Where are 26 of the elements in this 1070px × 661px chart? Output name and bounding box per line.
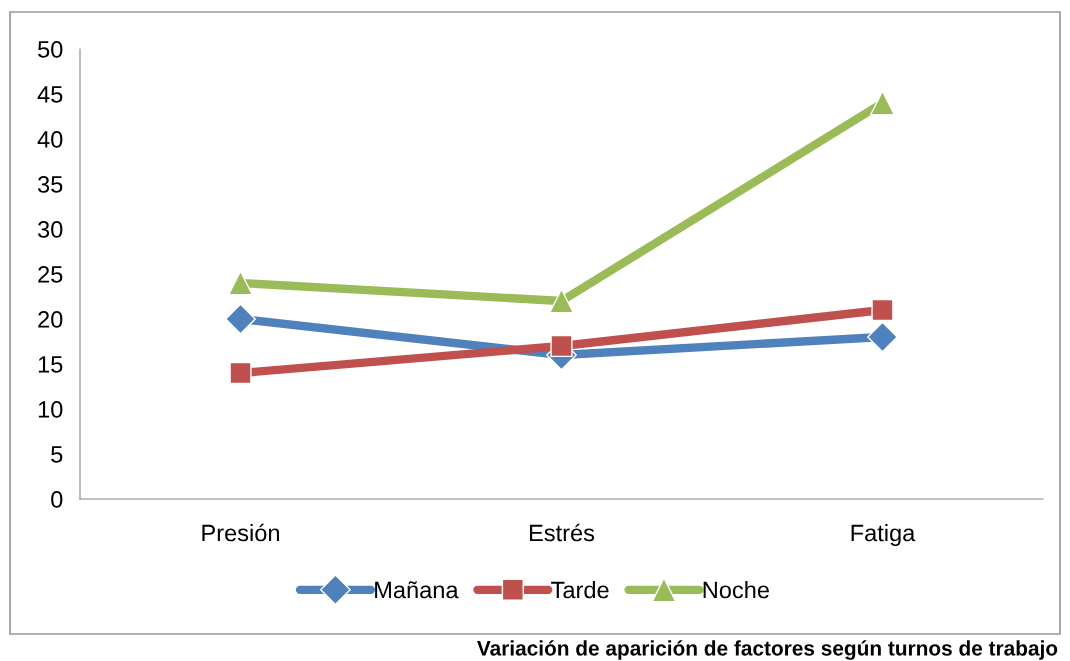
point	[548, 288, 575, 314]
y-tick-label: 50	[38, 41, 63, 58]
point	[871, 298, 894, 322]
text: Variación de aparición de factores según turnos de trabajo	[477, 640, 1058, 660]
y-tick-label: 25	[38, 266, 63, 283]
y-tick-label: 30	[37, 221, 63, 238]
x-tick-label: Presión	[202, 523, 279, 542]
y-tick-label: 35	[37, 176, 63, 193]
y-tick-label: 10	[38, 401, 63, 418]
point	[227, 270, 254, 296]
y-tick-label: 20	[38, 311, 63, 328]
legend-label: Tarde	[551, 580, 609, 599]
legend-label: Mañana	[375, 581, 459, 599]
y-tick-label: 40	[37, 131, 63, 148]
point	[229, 361, 252, 385]
y-tick-label: 15	[38, 356, 63, 373]
legend-label: Noche	[703, 580, 769, 599]
point	[225, 303, 256, 335]
y-tick-label: 0	[51, 491, 63, 508]
point	[867, 321, 898, 353]
x-tick-label: Estrés	[529, 523, 595, 542]
x-tick-label: Fatiga	[851, 524, 916, 547]
point	[869, 90, 896, 116]
y-tick-label: 5	[51, 446, 63, 463]
y-tick-label: 45	[37, 86, 63, 103]
point	[550, 334, 573, 358]
